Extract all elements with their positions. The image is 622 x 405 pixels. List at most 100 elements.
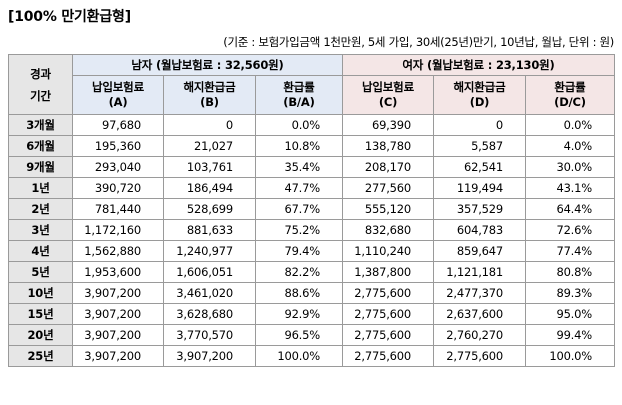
- refund-table: 경과 기간 남자 (월납보험료 : 32,560원) 여자 (월납보험료 : 2…: [8, 54, 615, 367]
- header-col-b-label: 해지환급금: [183, 80, 236, 94]
- cell-ba: 88.6%: [255, 282, 343, 304]
- header-col-d-code: (D): [469, 95, 490, 109]
- cell-c: 2,775,600: [342, 282, 434, 304]
- cell-dc: 72.6%: [525, 219, 615, 241]
- cell-c: 69,390: [342, 114, 434, 136]
- cell-ba: 92.9%: [255, 303, 343, 325]
- cell-b: 186,494: [163, 177, 256, 199]
- cell-d: 62,541: [433, 156, 526, 178]
- header-col-b-code: (B): [200, 95, 219, 109]
- cell-a: 3,907,200: [72, 345, 164, 367]
- cell-ba: 0.0%: [255, 114, 343, 136]
- header-col-a-code: (A): [108, 95, 128, 109]
- cell-c: 2,775,600: [342, 324, 434, 346]
- header-col-c: 납입보험료 (C): [342, 75, 434, 115]
- header-male-group: 남자 (월납보험료 : 32,560원): [72, 54, 343, 76]
- cell-b: 3,461,020: [163, 282, 256, 304]
- cell-d: 2,477,370: [433, 282, 526, 304]
- table-row: 15년 3,907,200 3,628,680 92.9% 2,775,600 …: [8, 303, 615, 325]
- cell-dc: 89.3%: [525, 282, 615, 304]
- cell-b: 881,633: [163, 219, 256, 241]
- cell-period: 1년: [8, 177, 73, 199]
- cell-period: 6개월: [8, 135, 73, 157]
- basis-note: (기준 : 보험가입금액 1천만원, 5세 가입, 30세(25년)만기, 10…: [223, 35, 614, 49]
- cell-ba: 10.8%: [255, 135, 343, 157]
- header-col-ba: 환급률 (B/A): [255, 75, 343, 115]
- cell-ba: 96.5%: [255, 324, 343, 346]
- header-period: 경과 기간: [8, 54, 73, 115]
- cell-b: 3,628,680: [163, 303, 256, 325]
- cell-b: 3,770,570: [163, 324, 256, 346]
- cell-a: 1,953,600: [72, 261, 164, 283]
- table-row: 2년 781,440 528,699 67.7% 555,120 357,529…: [8, 198, 615, 220]
- header-col-dc-code: (D/C): [554, 95, 586, 109]
- header-period-line1: 경과: [30, 66, 51, 81]
- header-col-b: 해지환급금 (B): [163, 75, 256, 115]
- cell-period: 2년: [8, 198, 73, 220]
- cell-ba: 75.2%: [255, 219, 343, 241]
- cell-b: 21,027: [163, 135, 256, 157]
- cell-b: 1,606,051: [163, 261, 256, 283]
- cell-d: 119,494: [433, 177, 526, 199]
- cell-a: 97,680: [72, 114, 164, 136]
- cell-c: 555,120: [342, 198, 434, 220]
- cell-period: 15년: [8, 303, 73, 325]
- cell-dc: 80.8%: [525, 261, 615, 283]
- cell-a: 390,720: [72, 177, 164, 199]
- cell-a: 293,040: [72, 156, 164, 178]
- table-row: 6개월 195,360 21,027 10.8% 138,780 5,587 4…: [8, 135, 615, 157]
- cell-b: 1,240,977: [163, 240, 256, 262]
- cell-dc: 95.0%: [525, 303, 615, 325]
- cell-c: 2,775,600: [342, 345, 434, 367]
- cell-period: 20년: [8, 324, 73, 346]
- header-col-ba-code: (B/A): [283, 95, 315, 109]
- cell-dc: 30.0%: [525, 156, 615, 178]
- cell-period: 5년: [8, 261, 73, 283]
- cell-d: 859,647: [433, 240, 526, 262]
- cell-a: 3,907,200: [72, 282, 164, 304]
- cell-a: 1,172,160: [72, 219, 164, 241]
- table-row: 25년 3,907,200 3,907,200 100.0% 2,775,600…: [8, 345, 615, 367]
- cell-d: 2,637,600: [433, 303, 526, 325]
- cell-c: 2,775,600: [342, 303, 434, 325]
- cell-d: 604,783: [433, 219, 526, 241]
- table-row: 1년 390,720 186,494 47.7% 277,560 119,494…: [8, 177, 615, 199]
- cell-c: 138,780: [342, 135, 434, 157]
- table-row: 3년 1,172,160 881,633 75.2% 832,680 604,7…: [8, 219, 615, 241]
- cell-d: 357,529: [433, 198, 526, 220]
- cell-ba: 100.0%: [255, 345, 343, 367]
- cell-a: 1,562,880: [72, 240, 164, 262]
- cell-period: 3년: [8, 219, 73, 241]
- table-row: 9개월 293,040 103,761 35.4% 208,170 62,541…: [8, 156, 615, 178]
- cell-period: 4년: [8, 240, 73, 262]
- cell-d: 5,587: [433, 135, 526, 157]
- table-row: 20년 3,907,200 3,770,570 96.5% 2,775,600 …: [8, 324, 615, 346]
- cell-c: 1,110,240: [342, 240, 434, 262]
- cell-ba: 35.4%: [255, 156, 343, 178]
- cell-period: 25년: [8, 345, 73, 367]
- header-col-a: 납입보험료 (A): [72, 75, 164, 115]
- cell-a: 3,907,200: [72, 324, 164, 346]
- header-col-a-label: 납입보험료: [92, 80, 144, 94]
- cell-dc: 64.4%: [525, 198, 615, 220]
- table-row: 4년 1,562,880 1,240,977 79.4% 1,110,240 8…: [8, 240, 615, 262]
- header-col-dc-label: 환급률: [554, 80, 586, 94]
- header-col-c-code: (C): [378, 95, 398, 109]
- header-col-ba-label: 환급률: [283, 80, 315, 94]
- cell-period: 10년: [8, 282, 73, 304]
- cell-c: 832,680: [342, 219, 434, 241]
- cell-a: 195,360: [72, 135, 164, 157]
- cell-a: 781,440: [72, 198, 164, 220]
- header-col-c-label: 납입보험료: [362, 80, 414, 94]
- table-row: 5년 1,953,600 1,606,051 82.2% 1,387,800 1…: [8, 261, 615, 283]
- cell-b: 3,907,200: [163, 345, 256, 367]
- table-row: 10년 3,907,200 3,461,020 88.6% 2,775,600 …: [8, 282, 615, 304]
- header-col-d: 해지환급금 (D): [433, 75, 526, 115]
- cell-dc: 43.1%: [525, 177, 615, 199]
- cell-c: 277,560: [342, 177, 434, 199]
- cell-dc: 0.0%: [525, 114, 615, 136]
- cell-dc: 100.0%: [525, 345, 615, 367]
- cell-ba: 67.7%: [255, 198, 343, 220]
- table-row: 3개월 97,680 0 0.0% 69,390 0 0.0%: [8, 114, 615, 136]
- cell-b: 103,761: [163, 156, 256, 178]
